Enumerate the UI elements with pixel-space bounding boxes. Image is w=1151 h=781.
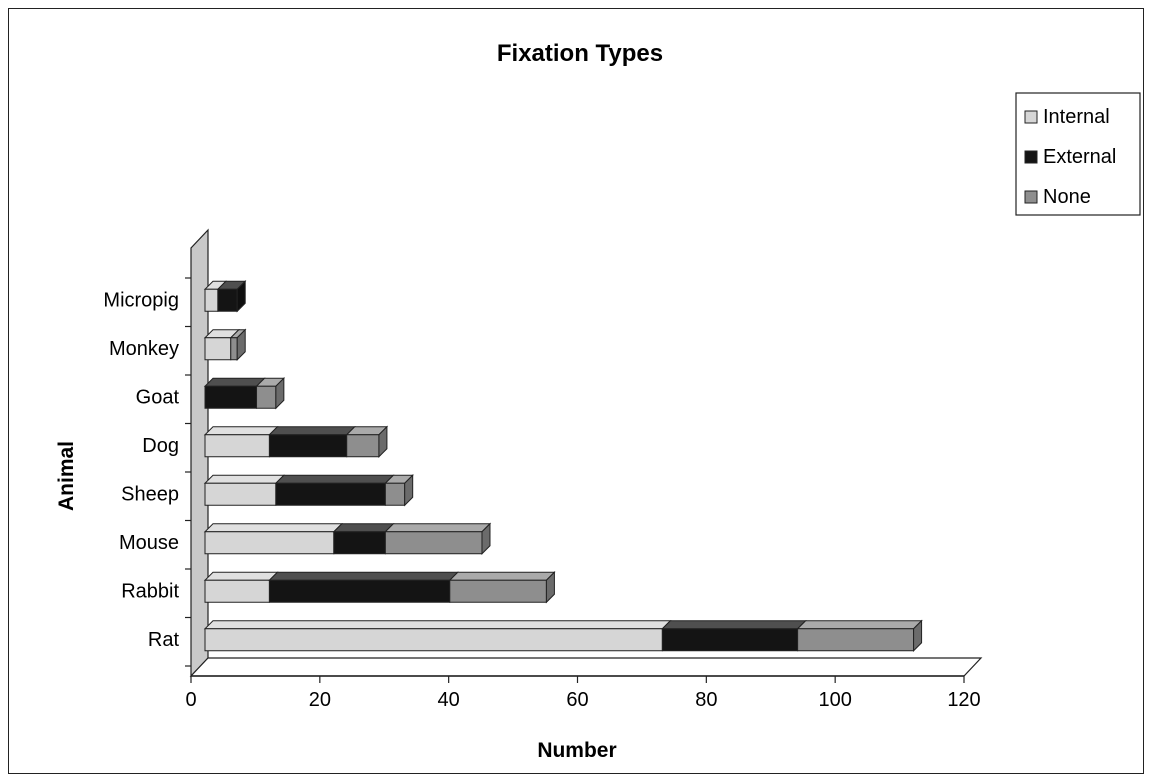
bar-internal-top <box>203 474 286 484</box>
bar-none-side <box>275 377 285 410</box>
bar-external-top <box>332 523 395 533</box>
bar-external-top <box>268 426 356 436</box>
bar-internal <box>204 531 335 555</box>
bar-none <box>384 482 406 506</box>
x-axis-title: Number <box>537 739 616 762</box>
y-tick-label: Sheep <box>121 483 179 505</box>
bar-none <box>449 579 547 603</box>
bar-none-top <box>384 523 492 533</box>
y-tick-label: Rat <box>148 629 180 651</box>
bar-none <box>384 531 483 555</box>
x-tick-label: 0 <box>185 689 196 711</box>
legend-label-none: None <box>1043 186 1091 208</box>
y-tick-label: Mouse <box>119 532 179 554</box>
y-tick-label: Dog <box>142 435 179 457</box>
y-tick-label: Micropig <box>103 289 179 311</box>
bar-none-side <box>545 571 555 604</box>
bar-internal <box>204 434 270 458</box>
bar-external <box>333 531 386 555</box>
bar-external-top <box>661 620 807 630</box>
bar-none-top <box>448 571 556 581</box>
bar-internal-top <box>203 620 672 630</box>
bar-none-side <box>481 522 491 555</box>
y-tick-label: Rabbit <box>121 580 179 602</box>
y-axis-title: Animal <box>55 441 78 511</box>
x-tick-label: 80 <box>695 689 717 711</box>
bar-external-top <box>203 377 266 387</box>
bar-internal <box>204 579 270 603</box>
bar-none <box>230 337 238 361</box>
y-tick-label: Goat <box>136 386 180 408</box>
bar-internal <box>204 482 277 506</box>
legend: Internal External None <box>1015 92 1141 216</box>
bar-external <box>275 482 386 506</box>
bar-external <box>268 434 348 458</box>
floor-plane <box>189 657 983 677</box>
bar-none-side <box>913 619 923 652</box>
bar-internal-top <box>203 523 344 533</box>
legend-swatch-none <box>1024 190 1038 204</box>
bar-none <box>346 434 380 458</box>
bar-external-side <box>236 280 246 313</box>
legend-swatch-external <box>1024 150 1038 164</box>
x-tick-label: 60 <box>566 689 588 711</box>
bar-none-top <box>796 620 923 630</box>
bar-none-side <box>378 425 388 458</box>
bar-internal-top <box>203 426 279 436</box>
bar-none <box>256 385 277 409</box>
x-tick-label: 100 <box>818 689 851 711</box>
x-tick-label: 40 <box>438 689 460 711</box>
bar-external <box>268 579 451 603</box>
bar-internal <box>204 628 663 652</box>
bar-external-top <box>268 571 459 581</box>
bar-none-side <box>236 328 246 361</box>
bar-external-top <box>274 474 395 484</box>
chart-frame: Fixation Types Number Animal 0 20 40 60 80 10… <box>8 8 1144 774</box>
x-tick-label: 120 <box>947 689 980 711</box>
legend-label-internal: Internal <box>1043 106 1110 128</box>
bar-external <box>204 385 258 409</box>
bar-none-side <box>404 474 414 507</box>
bar-internal <box>204 288 219 312</box>
bar-external <box>217 288 238 312</box>
chart-canvas: Fixation Types Number Animal 0 20 40 60 80 10… <box>55 40 1141 762</box>
bar-none <box>797 628 915 652</box>
y-tick-label: Monkey <box>109 338 179 360</box>
chart-title: Fixation Types <box>497 40 663 67</box>
bar-internal-top <box>203 571 279 581</box>
legend-label-external: External <box>1043 146 1116 168</box>
plot-area: 0 20 40 60 80 100 120 Rat Rabbit Mouse Sheep Dog Goa… <box>103 228 983 711</box>
x-tick-label: 20 <box>309 689 331 711</box>
bar-internal <box>204 337 232 361</box>
legend-swatch-internal <box>1024 110 1038 124</box>
bar-external <box>661 628 799 652</box>
